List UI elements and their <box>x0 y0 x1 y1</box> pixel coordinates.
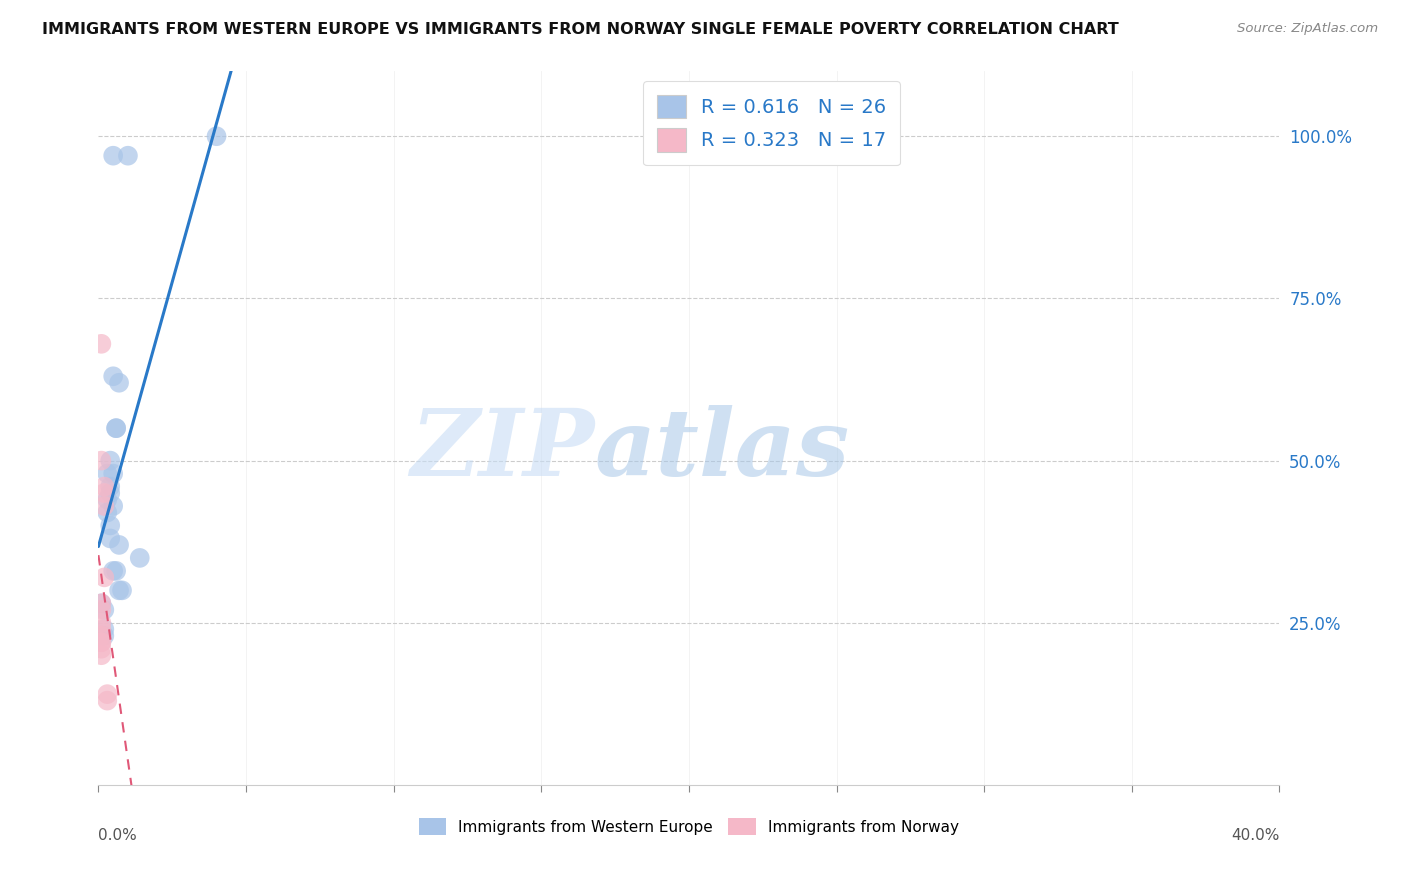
Point <box>103 149 125 163</box>
Point <box>98 518 121 533</box>
Point <box>96 492 118 507</box>
Text: 0.0%: 0.0% <box>98 828 138 843</box>
Point <box>90 336 112 351</box>
Point <box>117 149 139 163</box>
Point <box>90 453 112 467</box>
Point <box>108 538 131 552</box>
Point <box>90 648 112 663</box>
Point <box>96 467 118 481</box>
Point <box>105 421 128 435</box>
Point <box>93 603 115 617</box>
Point <box>105 421 128 435</box>
Point <box>90 629 112 643</box>
Point <box>98 486 121 500</box>
Point <box>111 583 134 598</box>
Point <box>103 369 125 384</box>
Point <box>93 486 115 500</box>
Point <box>90 622 112 636</box>
Point <box>103 467 125 481</box>
Point <box>108 376 131 390</box>
Point <box>96 687 118 701</box>
Point <box>205 129 228 144</box>
Text: Source: ZipAtlas.com: Source: ZipAtlas.com <box>1237 22 1378 36</box>
Point <box>93 622 115 636</box>
Point <box>90 635 112 649</box>
Point <box>98 479 121 493</box>
Point <box>128 550 150 565</box>
Text: atlas: atlas <box>595 405 849 494</box>
Point <box>103 564 125 578</box>
Point <box>108 583 131 598</box>
Point <box>90 615 112 630</box>
Point <box>90 596 112 610</box>
Text: ZIP: ZIP <box>411 405 595 494</box>
Point <box>96 693 118 707</box>
Point <box>93 479 115 493</box>
Point <box>98 532 121 546</box>
Point <box>90 603 112 617</box>
Point <box>103 499 125 513</box>
Point <box>90 641 112 656</box>
Text: IMMIGRANTS FROM WESTERN EUROPE VS IMMIGRANTS FROM NORWAY SINGLE FEMALE POVERTY C: IMMIGRANTS FROM WESTERN EUROPE VS IMMIGR… <box>42 22 1119 37</box>
Point <box>93 499 115 513</box>
Legend: R = 0.616   N = 26, R = 0.323   N = 17: R = 0.616 N = 26, R = 0.323 N = 17 <box>643 81 900 166</box>
Point <box>105 564 128 578</box>
Point <box>90 635 112 649</box>
Text: 40.0%: 40.0% <box>1232 828 1279 843</box>
Point <box>90 596 112 610</box>
Point <box>98 453 121 467</box>
Point <box>93 570 115 584</box>
Point <box>96 506 118 520</box>
Point <box>93 629 115 643</box>
